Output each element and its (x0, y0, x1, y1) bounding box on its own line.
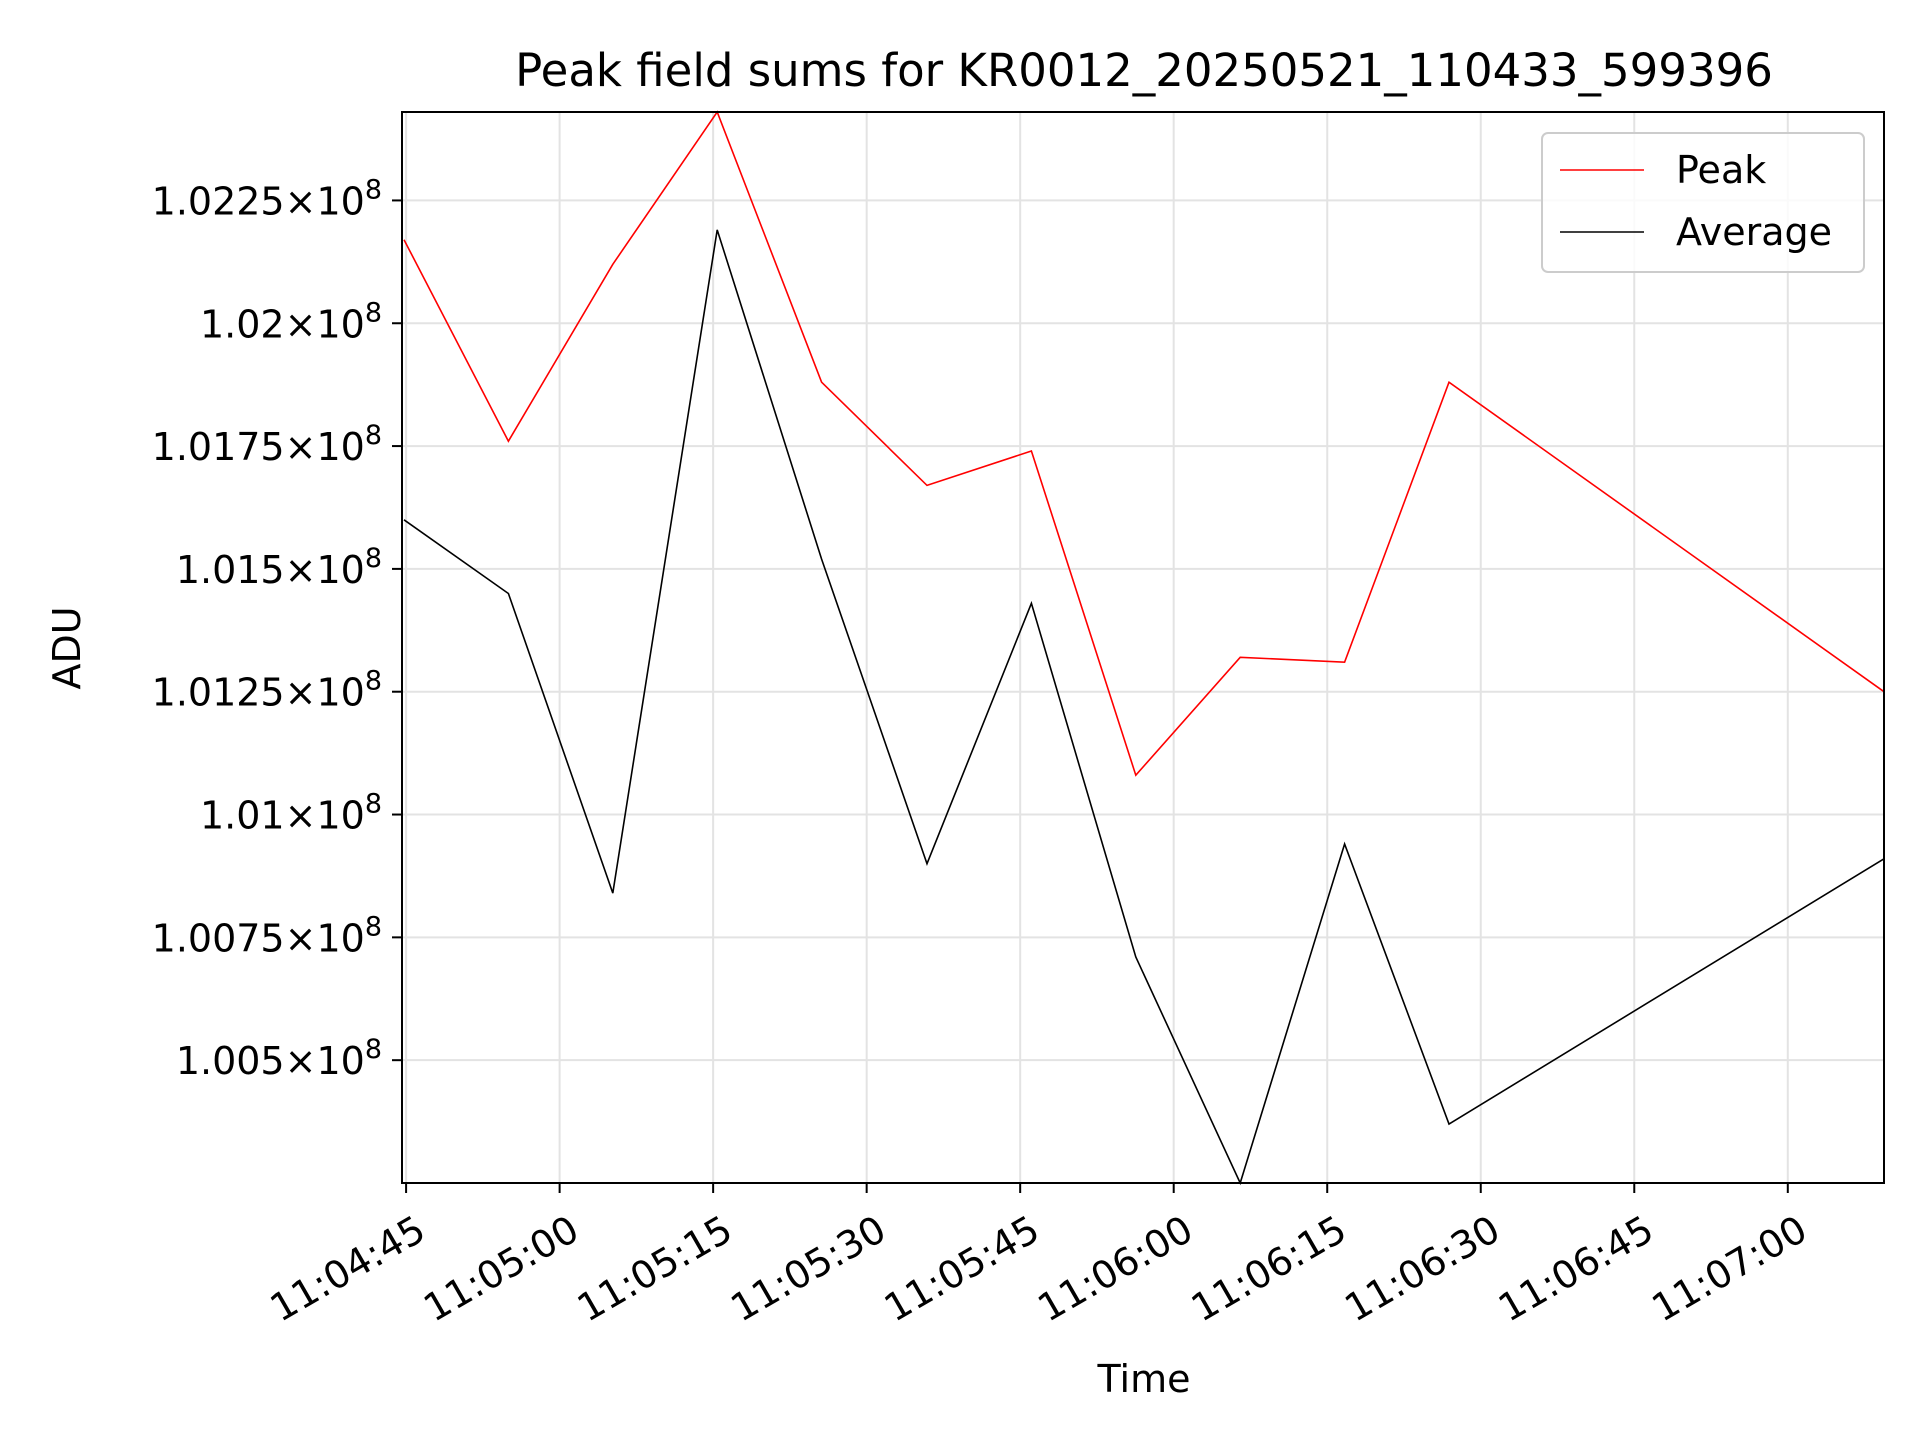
y-tick-mantissa: 1.015 (176, 548, 285, 592)
series-lines (403, 110, 1885, 1186)
y-tick-exponent: 8 (365, 789, 382, 820)
y-tick-label: 1.015×108 (176, 543, 382, 592)
y-tick-times: ×10 (285, 1039, 365, 1083)
y-tick-label: 1.0075×108 (152, 911, 382, 960)
plot-frame (401, 111, 1885, 1184)
grid (402, 112, 1884, 1183)
y-tick-mantissa: 1.02 (200, 302, 285, 346)
y-tick-times: ×10 (285, 425, 365, 469)
y-tick-mantissa: 1.01 (200, 794, 285, 838)
legend: Peak Average (1541, 132, 1865, 273)
y-tick-label: 1.0175×108 (152, 420, 382, 469)
y-tick-times: ×10 (285, 916, 365, 960)
y-tick-exponent: 8 (365, 297, 382, 328)
y-tick-exponent: 8 (365, 1034, 382, 1065)
y-axis-label: ADU (45, 606, 89, 689)
y-tick-label: 1.02×108 (200, 297, 382, 346)
y-tick-mantissa: 1.005 (176, 1039, 285, 1083)
y-tick-times: ×10 (285, 548, 365, 592)
x-axis-label: Time (1097, 1357, 1191, 1401)
y-tick-times: ×10 (285, 794, 365, 838)
y-tick-label: 1.005×108 (176, 1034, 382, 1083)
y-tick-label: 1.0125×108 (152, 666, 382, 715)
y-tick-label: 1.0225×108 (152, 174, 382, 223)
y-tick-exponent: 8 (365, 911, 382, 942)
legend-box (1541, 132, 1865, 273)
y-tick-exponent: 8 (365, 543, 382, 574)
legend-label-average: Average (1676, 210, 1832, 254)
y-tick-mantissa: 1.0175 (152, 425, 285, 469)
chart-title: Peak field sums for KR0012_20250521_1104… (515, 44, 1773, 97)
y-axis: 1.005×1081.0075×1081.01×1081.0125×1081.0… (152, 174, 402, 1083)
y-tick-mantissa: 1.0075 (152, 916, 285, 960)
y-tick-label: 1.01×108 (200, 789, 382, 838)
y-tick-times: ×10 (285, 179, 365, 223)
y-tick-times: ×10 (285, 671, 365, 715)
y-tick-exponent: 8 (365, 666, 382, 697)
y-tick-mantissa: 1.0225 (152, 179, 285, 223)
y-tick-times: ×10 (285, 302, 365, 346)
y-tick-exponent: 8 (365, 174, 382, 205)
y-tick-exponent: 8 (365, 420, 382, 451)
y-tick-mantissa: 1.0125 (152, 671, 285, 715)
legend-label-peak: Peak (1676, 148, 1766, 192)
series-line-peak (403, 110, 1885, 777)
series-line-average (403, 229, 1885, 1186)
